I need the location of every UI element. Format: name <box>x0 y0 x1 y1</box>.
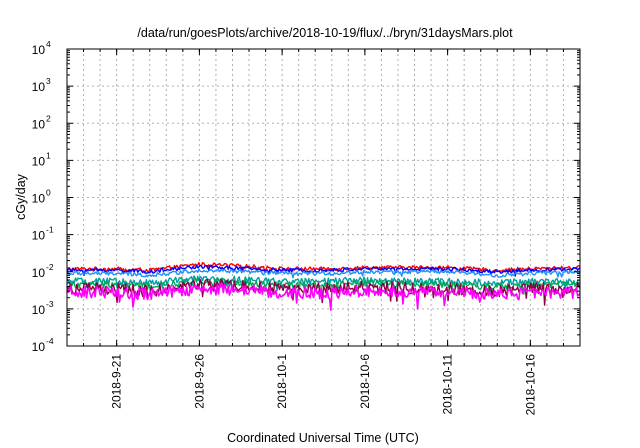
grid <box>67 49 580 346</box>
y-tick-label: 10 <box>32 117 46 131</box>
series-line <box>66 261 581 275</box>
y-tick-label: 10 <box>32 229 46 243</box>
series-line <box>66 282 581 311</box>
x-tick-label: 2018-10-1 <box>275 354 289 409</box>
y-tick-exponent: 2 <box>46 113 51 123</box>
y-tick-label: 10 <box>32 340 46 354</box>
chart-title: /data/run/goesPlots/archive/2018-10-19/f… <box>137 26 513 40</box>
y-tick-label: 10 <box>32 80 46 94</box>
x-tick-label: 2018-9-21 <box>110 354 124 409</box>
x-tick-label: 2018-9-26 <box>192 354 206 409</box>
y-tick-exponent: 3 <box>46 76 51 86</box>
y-tick-label: 10 <box>32 43 46 57</box>
y-axis-label: cGy/day <box>14 173 28 220</box>
series-line <box>66 264 581 277</box>
y-tick-label: 10 <box>32 303 46 317</box>
y-tick-exponent: 0 <box>46 188 51 198</box>
y-tick-exponent: -4 <box>46 336 54 346</box>
x-tick-label: 2018-10-16 <box>523 354 537 416</box>
y-tick-exponent: 1 <box>46 150 51 160</box>
x-tick-label: 2018-10-11 <box>441 354 455 415</box>
series-layer <box>66 261 581 311</box>
y-tick-label: 10 <box>32 154 46 168</box>
y-tick-exponent: -1 <box>46 225 54 235</box>
series-line <box>66 268 581 279</box>
y-tick-exponent: 4 <box>46 39 51 49</box>
y-tick-exponent: -2 <box>46 262 54 272</box>
x-axis-label: Coordinated Universal Time (UTC) <box>227 431 419 445</box>
x-tick-label: 2018-10-6 <box>358 354 372 409</box>
y-tick-label: 10 <box>32 266 46 280</box>
y-tick-label: 10 <box>32 192 46 206</box>
y-tick-exponent: -3 <box>46 299 54 309</box>
x-axis: 2018-9-21 2018-9-26 2018-10-1 2018-10-6 2018… <box>83 49 564 416</box>
series-line <box>66 275 581 291</box>
